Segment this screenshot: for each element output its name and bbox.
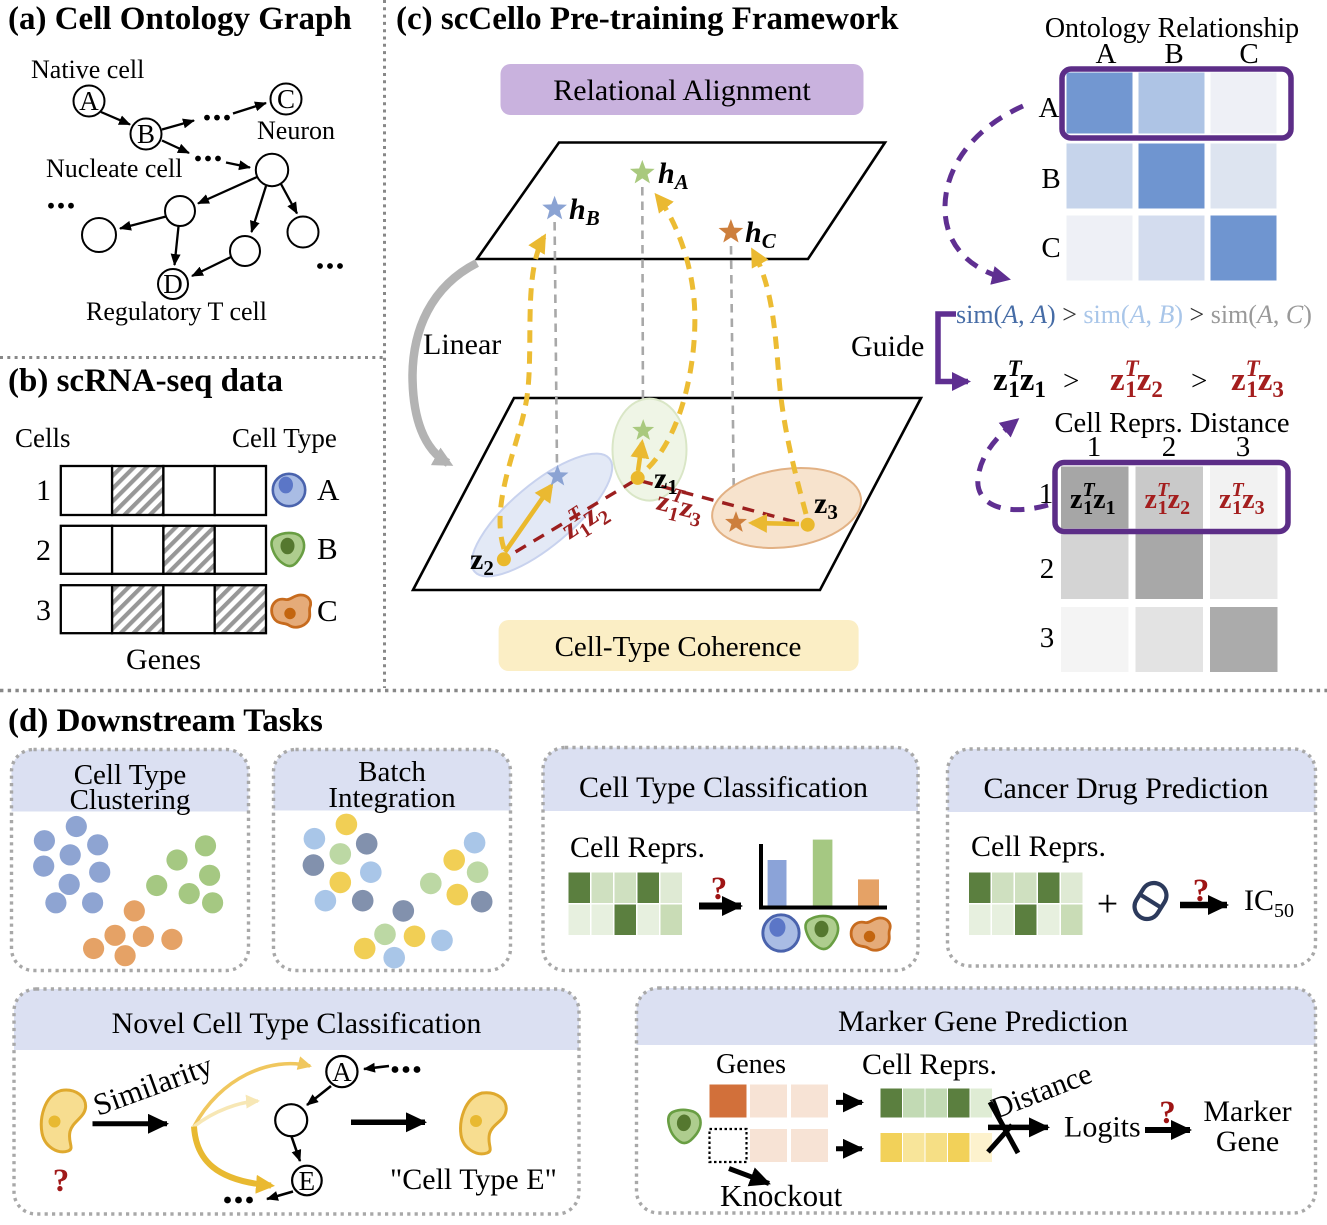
svg-text:Regulatory T cell: Regulatory T cell xyxy=(86,297,267,326)
svg-text:>: > xyxy=(1063,365,1079,397)
svg-text:1: 1 xyxy=(36,474,51,507)
svg-text:B: B xyxy=(317,531,338,566)
svg-text:zT1z3: zT1z3 xyxy=(1219,479,1265,519)
svg-text:C: C xyxy=(1239,38,1258,70)
svg-text:1: 1 xyxy=(1039,478,1054,510)
svg-text:2: 2 xyxy=(1162,431,1177,463)
svg-text:Cell Reprs.: Cell Reprs. xyxy=(570,831,705,864)
svg-text:?: ? xyxy=(1159,1095,1176,1131)
svg-text:Neuron: Neuron xyxy=(257,116,335,145)
svg-text:A: A xyxy=(317,472,340,507)
svg-text:Knockout: Knockout xyxy=(720,1178,843,1213)
svg-text:Gene: Gene xyxy=(1216,1125,1279,1158)
svg-text:"Cell Type E": "Cell Type E" xyxy=(390,1163,557,1196)
svg-text:A: A xyxy=(332,1057,352,1087)
svg-text:D: D xyxy=(163,269,183,299)
svg-text:3: 3 xyxy=(36,594,51,627)
svg-text:Integration: Integration xyxy=(328,782,456,814)
svg-text:3: 3 xyxy=(1236,431,1251,463)
svg-text:Cells: Cells xyxy=(15,423,71,453)
svg-text:zT1z2: zT1z2 xyxy=(1145,479,1191,519)
svg-text:3: 3 xyxy=(1040,622,1055,654)
svg-text:A: A xyxy=(79,86,99,116)
svg-text:C: C xyxy=(277,84,295,114)
svg-text:?: ? xyxy=(1193,873,1210,909)
svg-text:(c) scCello Pre-training Frame: (c) scCello Pre-training Framework xyxy=(396,1,899,37)
svg-text:Cell Type: Cell Type xyxy=(74,759,187,791)
svg-text:Cancer Drug Prediction: Cancer Drug Prediction xyxy=(984,772,1269,805)
svg-text:Marker Gene Prediction: Marker Gene Prediction xyxy=(838,1005,1128,1038)
svg-text:B: B xyxy=(137,119,155,149)
svg-text:Cell Reprs.: Cell Reprs. xyxy=(971,830,1106,863)
svg-text:Cell Reprs. Distance: Cell Reprs. Distance xyxy=(1054,408,1289,439)
svg-text:Guide: Guide xyxy=(851,330,924,363)
svg-text:Cell Type Classification: Cell Type Classification xyxy=(579,771,868,804)
svg-text:2: 2 xyxy=(36,534,51,567)
svg-text:Linear: Linear xyxy=(423,328,501,361)
svg-text:Nucleate cell: Nucleate cell xyxy=(46,154,182,183)
svg-text:2: 2 xyxy=(1040,553,1055,585)
svg-text:B: B xyxy=(1164,38,1183,70)
svg-text:?: ? xyxy=(711,871,728,907)
svg-text:+: + xyxy=(1097,883,1118,925)
svg-text:Logits: Logits xyxy=(1064,1111,1141,1144)
svg-text:E: E xyxy=(299,1166,316,1196)
svg-text:Genes: Genes xyxy=(716,1049,786,1080)
svg-text:A: A xyxy=(1096,38,1117,70)
svg-text:C: C xyxy=(1041,232,1060,264)
svg-text:Cell-Type Coherence: Cell-Type Coherence xyxy=(555,631,802,663)
svg-text:(a) Cell Ontology Graph: (a) Cell Ontology Graph xyxy=(8,1,352,37)
svg-text:>: > xyxy=(1191,365,1207,397)
svg-text:hC: hC xyxy=(745,216,777,253)
svg-text:Marker: Marker xyxy=(1203,1095,1291,1128)
svg-text:B: B xyxy=(1041,163,1060,195)
svg-text:(b) scRNA-seq data: (b) scRNA-seq data xyxy=(8,363,283,399)
svg-text:A: A xyxy=(1039,92,1060,124)
svg-text:Native cell: Native cell xyxy=(31,55,144,84)
svg-text:Batch: Batch xyxy=(358,756,426,788)
svg-text:Novel Cell Type Classification: Novel Cell Type Classification xyxy=(112,1007,482,1040)
svg-text:zT1z3: zT1z3 xyxy=(1231,356,1284,402)
svg-text:Ontology Relationship: Ontology Relationship xyxy=(1045,13,1299,44)
svg-text:Genes: Genes xyxy=(126,643,201,676)
svg-text:Relational Alignment: Relational Alignment xyxy=(553,74,811,107)
svg-text:?: ? xyxy=(53,1163,70,1199)
svg-text:1: 1 xyxy=(1087,431,1102,463)
svg-text:C: C xyxy=(317,593,338,628)
svg-text:(d) Downstream Tasks: (d) Downstream Tasks xyxy=(8,703,323,739)
svg-text:Cell Type: Cell Type xyxy=(232,423,337,453)
svg-text:Clustering: Clustering xyxy=(70,784,191,816)
svg-text:sim(A, A) > sim(A, B) > sim(A,: sim(A, A) > sim(A, B) > sim(A, C) xyxy=(956,300,1312,329)
svg-text:Cell Reprs.: Cell Reprs. xyxy=(862,1048,997,1081)
